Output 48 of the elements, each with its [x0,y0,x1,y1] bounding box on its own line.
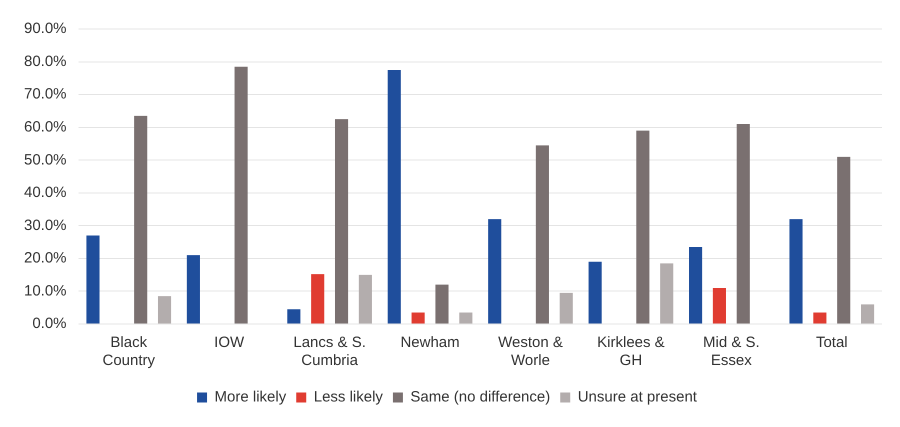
bar [412,312,425,324]
bar [636,130,650,324]
bar [459,312,472,324]
bar [560,292,573,324]
x-tick-label: Newham [400,334,460,352]
bar [186,255,200,324]
y-tick-label: 40.0% [24,184,67,202]
bar [234,66,248,324]
legend-label: More likely [214,388,287,406]
legend-label: Same (no difference) [410,388,550,406]
x-tick-label: Weston & Worle [498,334,563,370]
bar [334,119,348,324]
y-tick-label: 30.0% [24,216,67,234]
x-tick-label: IOW [214,334,246,352]
bar [736,124,750,324]
bar [86,236,100,324]
x-tick-label: Mid & S. Essex [703,334,760,370]
y-tick-label: 60.0% [24,118,67,136]
bar [158,296,172,324]
y-tick-label: 50.0% [24,151,67,168]
legend-label: Unsure at present [578,388,698,406]
y-tick-label: 20.0% [24,250,67,267]
x-tick-label: Black Country [102,334,156,370]
bar [388,70,401,324]
bar [488,219,502,324]
y-tick-label: 0.0% [32,315,67,332]
y-tick-label: 80.0% [24,52,67,70]
y-tick-label: 10.0% [24,282,67,300]
bar [813,312,826,324]
bar [837,156,850,324]
bar [789,219,803,324]
bar [660,263,674,324]
bar [358,274,372,324]
bar [287,309,300,324]
legend-label: Less likely [314,388,384,406]
bar [861,304,874,324]
x-tick-label: Lancs & S. Cumbria [293,334,366,370]
x-tick-label: Total [816,334,848,352]
bar [588,262,602,324]
x-tick-label: Kirklees & GH [597,334,665,370]
bar [689,246,702,324]
bar [536,145,549,324]
y-tick-label: 90.0% [24,20,67,38]
y-tick-label: 70.0% [24,86,67,103]
bar [712,288,726,324]
bar [311,274,324,324]
bar [435,284,449,324]
bar [134,116,148,324]
